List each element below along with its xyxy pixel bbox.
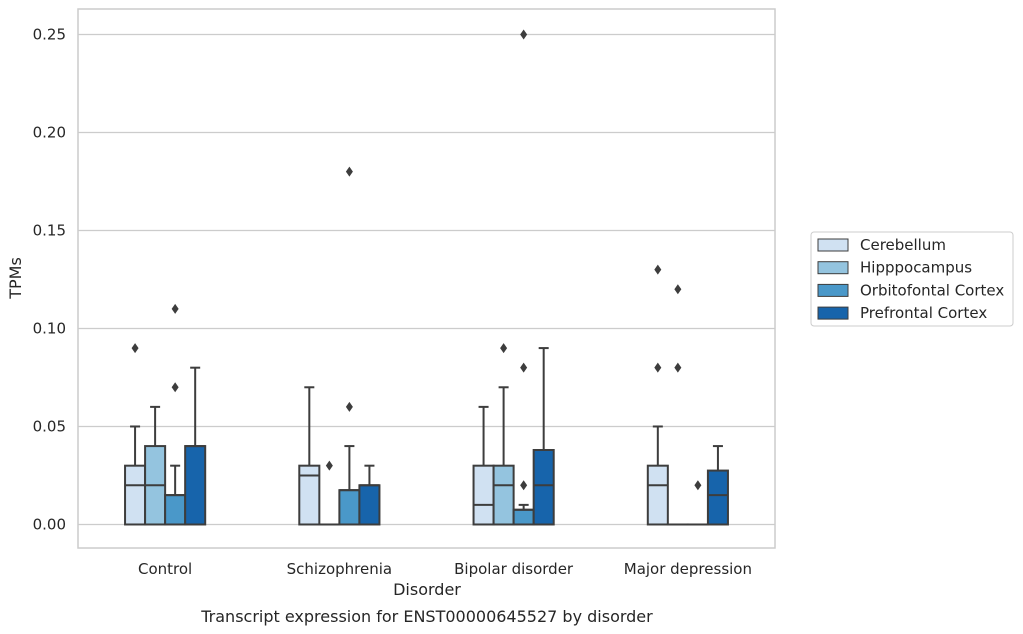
y-axis-label: TPMs <box>6 257 25 300</box>
outlier-point <box>500 343 508 354</box>
box-body <box>646 464 669 526</box>
y-tick-label: 0.25 <box>33 25 66 43</box>
outlier-point <box>674 284 682 295</box>
x-tick-label: Schizophrenia <box>287 560 392 578</box>
legend-label: Orbitofontal Cortex <box>860 281 1004 299</box>
y-tick-label: 0.20 <box>33 123 66 141</box>
outlier-point <box>520 362 528 373</box>
box-body <box>358 484 381 526</box>
legend-swatch <box>817 238 849 252</box>
legend-label: Prefrontal Cortex <box>860 304 987 322</box>
outlier-point <box>654 264 662 275</box>
box-hipppocampus-bipolar-disorder <box>492 343 515 526</box>
box-body <box>472 464 495 526</box>
outlier-point <box>345 401 353 412</box>
legend-swatch <box>817 283 849 297</box>
box-body <box>184 445 207 526</box>
legend-swatch <box>817 261 849 275</box>
box-orbitofontal-cortex-control <box>164 303 187 526</box>
legend-label: Cerebellum <box>860 236 946 254</box>
outlier-point <box>131 343 139 354</box>
box-prefrontal-cortex-schizophrenia <box>358 464 381 526</box>
box-body <box>532 449 555 526</box>
box-prefrontal-cortex-bipolar-disorder <box>532 347 555 526</box>
box-body <box>492 464 515 526</box>
outlier-point <box>674 362 682 373</box>
outlier-point <box>520 29 528 40</box>
box-hipppocampus-control <box>144 405 167 526</box>
box-body <box>124 464 147 526</box>
outlier-point <box>520 480 528 491</box>
legend-swatch <box>817 306 849 320</box>
box-body <box>298 464 321 526</box>
chart-caption: Transcript expression for ENST0000064552… <box>200 607 653 626</box>
legend-label: Hipppocampus <box>860 259 972 277</box>
x-axis-label: Disorder <box>393 580 461 599</box>
box-prefrontal-cortex-major-depression <box>706 445 729 526</box>
outlier-point <box>171 382 179 393</box>
box-body <box>338 489 361 526</box>
box-prefrontal-cortex-control <box>184 366 207 526</box>
outlier-point <box>345 166 353 177</box>
y-tick-label: 0.10 <box>33 319 66 337</box>
outlier-point <box>171 303 179 314</box>
x-tick-label: Major depression <box>624 560 752 578</box>
outlier-point <box>325 460 333 471</box>
y-tick-label: 0.05 <box>33 417 66 435</box>
plot-area <box>78 9 775 548</box>
outlier-point <box>694 480 702 491</box>
y-tick-label: 0.15 <box>33 221 66 239</box>
plot-frame <box>77 8 776 549</box>
box-body <box>706 469 729 526</box>
x-tick-label: Control <box>138 560 192 578</box>
box-body <box>512 508 535 526</box>
x-ticks: Control Schizophrenia Bipolar disorder Majo… <box>138 560 752 578</box>
legend-frame <box>810 231 1014 327</box>
boxes <box>124 29 729 526</box>
legend: Cerebellum Hipppocampus Orbitofontal Corte… <box>810 231 1014 327</box>
x-tick-label: Bipolar disorder <box>454 560 574 578</box>
box-cerebellum-schizophrenia <box>298 386 321 526</box>
y-ticks: 0.00 0.05 0.10 0.15 0.20 0.25 <box>33 25 66 533</box>
box-body <box>164 494 187 526</box>
box-orbitofontal-cortex-bipolar-disorder <box>512 29 535 526</box>
y-tick-label: 0.00 <box>33 515 66 533</box>
outlier-point <box>654 362 662 373</box>
box-cerebellum-major-depression <box>646 264 669 526</box>
